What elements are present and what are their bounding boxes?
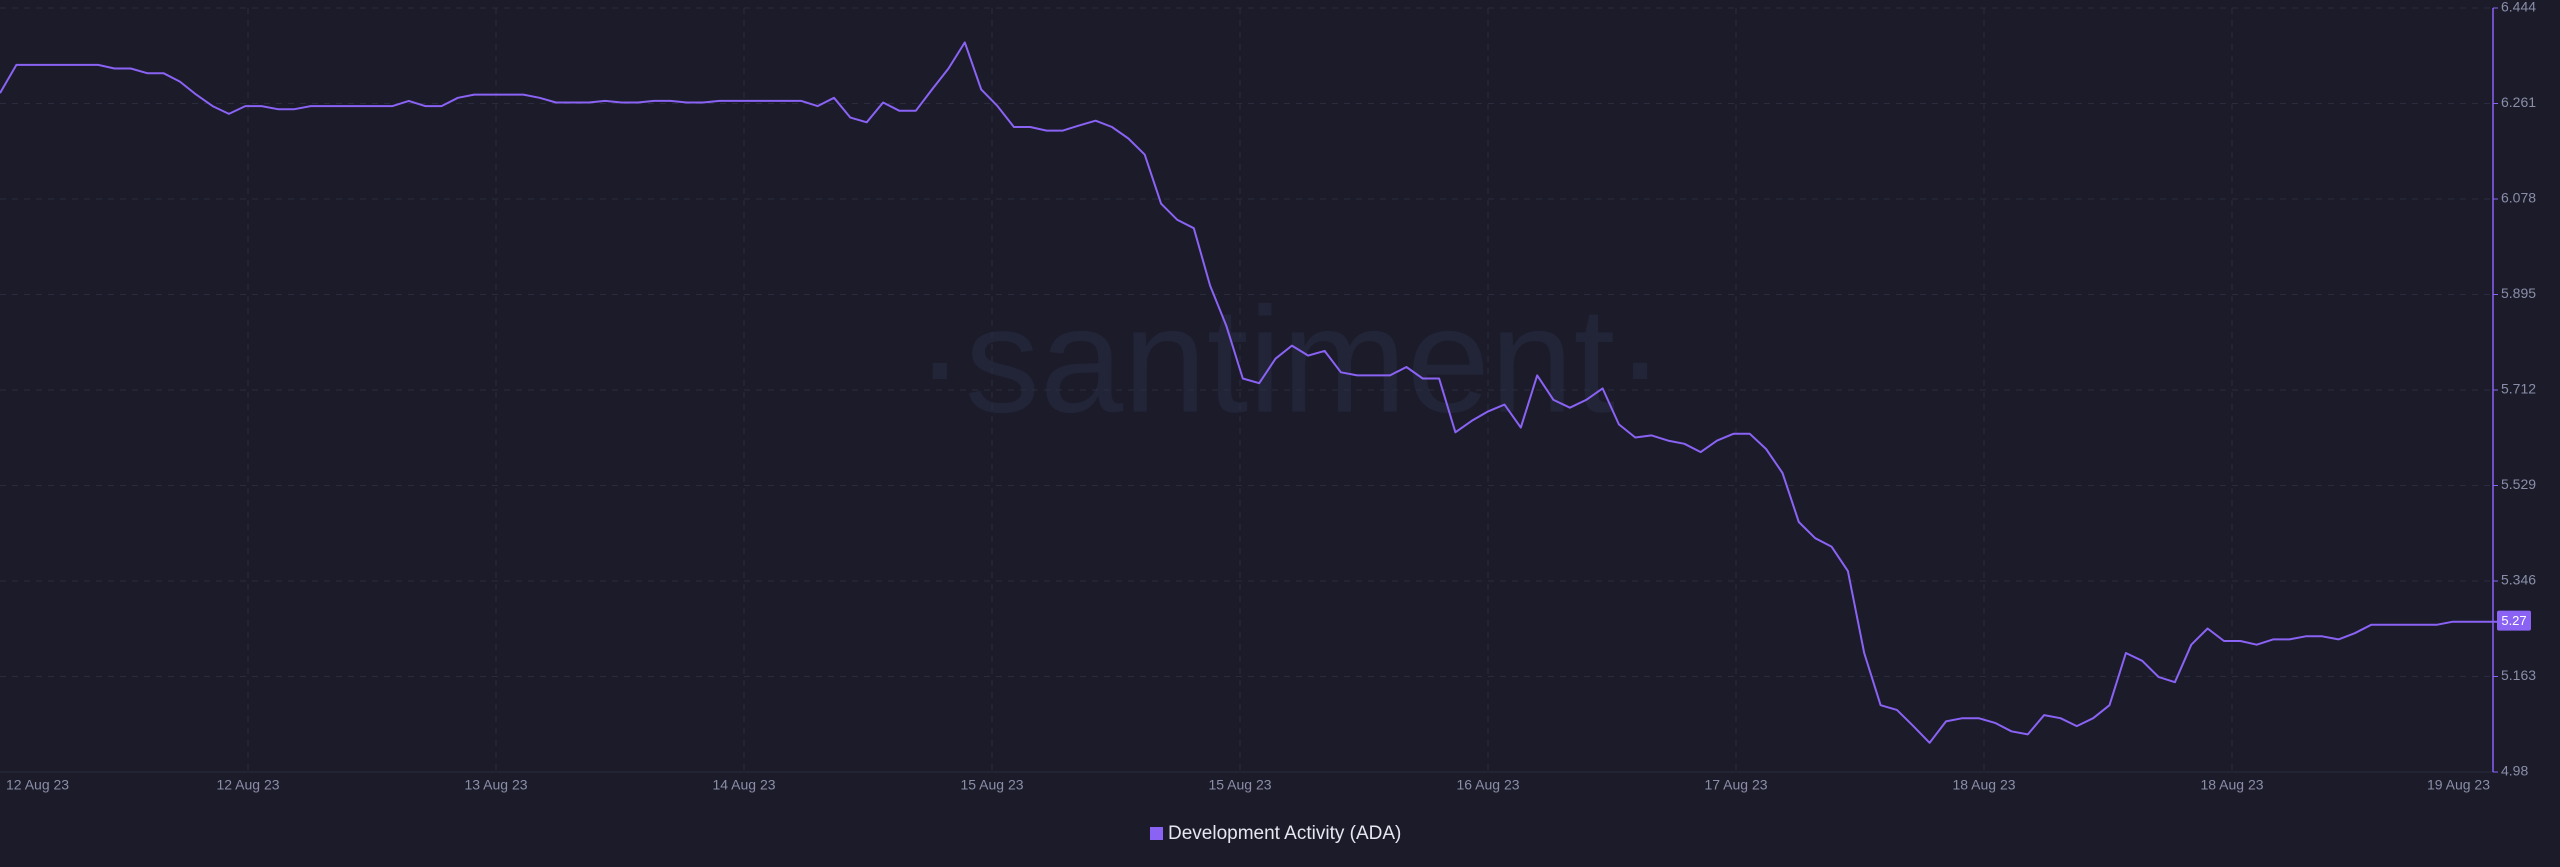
y-tick-label: 6.261 [2501,94,2536,110]
x-tick-label: 13 Aug 23 [464,777,527,793]
y-tick-label: 5.529 [2501,476,2536,492]
watermark: ·santiment· [915,276,1665,444]
y-tick-label: 5.346 [2501,572,2536,588]
x-tick-label: 15 Aug 23 [960,777,1023,793]
legend-label: Development Activity (ADA) [1168,823,1401,844]
x-tick-label: 17 Aug 23 [1704,777,1767,793]
x-tick-label: 12 Aug 23 [216,777,279,793]
x-tick-label: 18 Aug 23 [2200,777,2263,793]
y-tick-label: 6.078 [2501,190,2536,206]
x-tick-label: 19 Aug 23 [2427,777,2490,793]
x-tick-label: 12 Aug 23 [6,777,69,793]
current-value-label: 5.27 [2501,613,2526,628]
y-tick-label: 5.163 [2501,667,2536,683]
series-line [0,41,2502,744]
current-value-tag [2497,610,2531,631]
x-tick-label: 15 Aug 23 [1208,777,1271,793]
x-tick-label: 16 Aug 23 [1456,777,1519,793]
y-tick-label: 5.895 [2501,285,2536,301]
y-tick-label: 6.444 [2501,0,2536,15]
legend-swatch [1150,827,1163,840]
y-tick-label: 5.712 [2501,381,2536,397]
y-tick-label: 4.98 [2501,763,2528,779]
x-tick-label: 14 Aug 23 [712,777,775,793]
x-tick-label: 18 Aug 23 [1952,777,2015,793]
legend: Development Activity (ADA) [1150,823,1401,844]
